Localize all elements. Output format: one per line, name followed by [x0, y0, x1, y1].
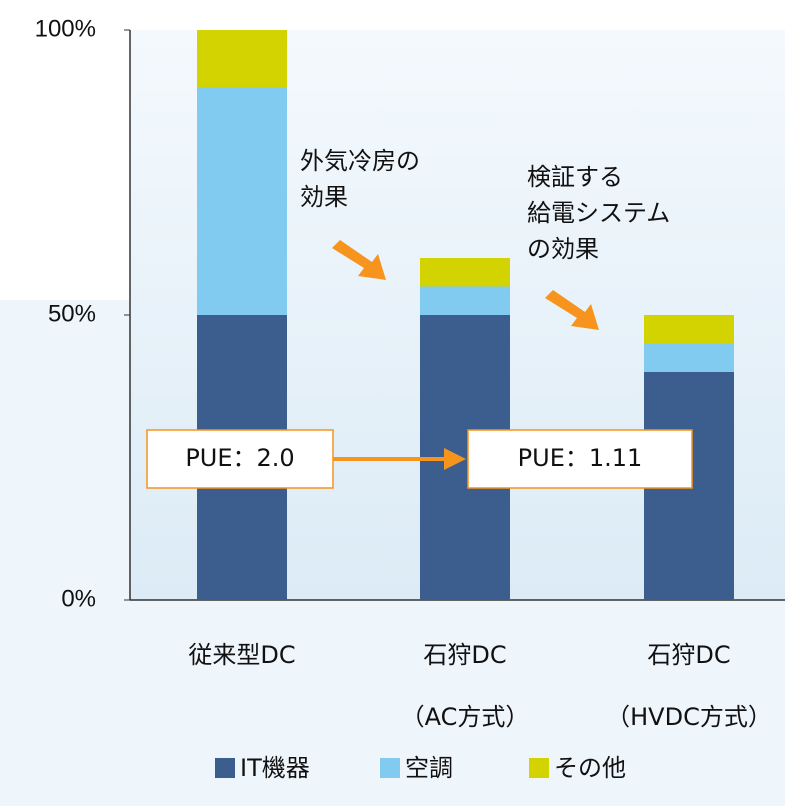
arrow [444, 448, 466, 470]
legend-swatch [215, 758, 235, 778]
bar-segment [197, 87, 287, 315]
bar-segment [420, 258, 510, 287]
arrow [332, 240, 386, 280]
annotation: の効果 [527, 235, 599, 263]
annotation-box [467, 429, 693, 489]
bar-segment [644, 315, 734, 344]
legend-label: 空調 [405, 754, 453, 782]
legend-label: その他 [554, 754, 626, 782]
legend-swatch [380, 758, 400, 778]
annotation-box [146, 429, 334, 489]
bar-segment [197, 30, 287, 87]
arrow [545, 290, 599, 330]
annotation: 給電システム [527, 199, 670, 227]
x-tick-label: 従来型DC [188, 641, 295, 669]
x-tick-label: 石狩DC [647, 641, 730, 669]
y-tick-label: 50% [48, 300, 96, 327]
bar-segment [420, 286, 510, 315]
y-tick-label: 100% [35, 15, 96, 42]
annotation: PUE：2.0 [185, 444, 294, 472]
x-tick-label: 石狩DC [423, 641, 506, 669]
bar-segment [644, 343, 734, 372]
legend-label: IT機器 [240, 754, 310, 782]
y-tick-label: 0% [61, 585, 96, 612]
annotation: 外気冷房の [300, 147, 420, 175]
x-tick-sublabel: （AC方式） [401, 703, 530, 731]
annotation: 検証する [527, 163, 623, 191]
annotation: PUE：1.11 [518, 444, 643, 472]
x-tick-sublabel: （HVDC方式） [606, 703, 772, 731]
annotation: 効果 [300, 183, 348, 211]
legend-swatch [529, 758, 549, 778]
